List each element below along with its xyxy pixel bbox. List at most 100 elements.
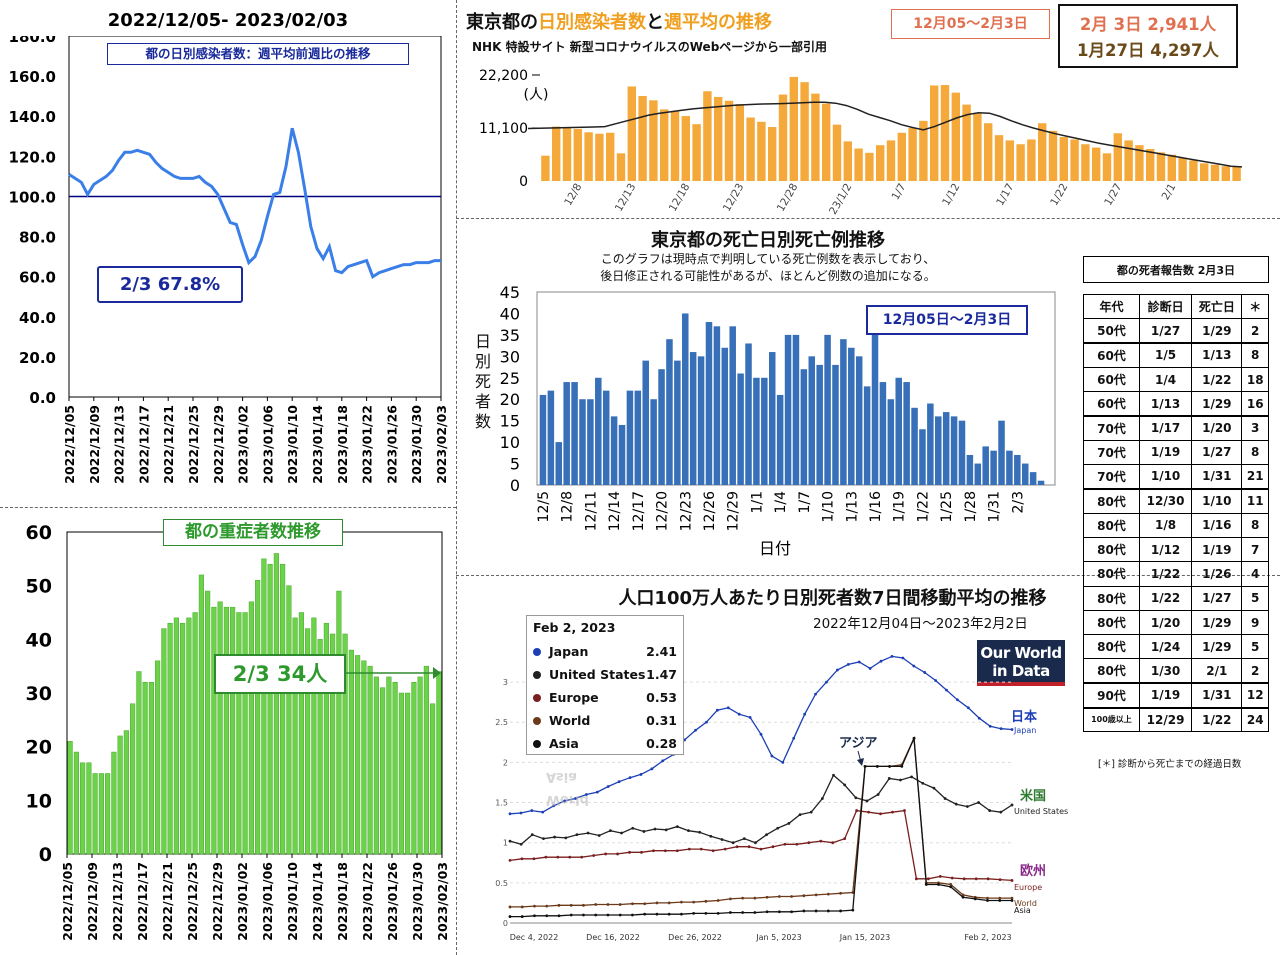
cases-bar: [1092, 147, 1101, 181]
severe-bar: [392, 682, 398, 855]
owid-point: [704, 899, 708, 903]
table-row: 100歳以上 12/29 1/22 24: [1083, 706, 1269, 733]
table-cell: 1/16: [1191, 512, 1243, 538]
owid-point: [680, 900, 683, 904]
deaths-ytick: 5: [510, 455, 520, 474]
owid-range: 2022年12月04日〜2023年2月2日: [813, 616, 1028, 632]
ratio-ytick: 100.0: [9, 188, 56, 206]
cases-xtick: 23/1/2: [827, 182, 854, 217]
deaths-bar: [555, 442, 563, 485]
severe-bar: [130, 703, 136, 855]
table-cell: 2/1: [1191, 658, 1243, 684]
cases-xtick: 12/13: [613, 182, 639, 214]
owid-point: [606, 785, 610, 788]
severe-bar: [142, 682, 148, 855]
deaths-bar: [650, 399, 657, 485]
deaths-bar: [942, 412, 950, 485]
owid-legend-name: World: [549, 713, 591, 728]
table-cell: 1/17: [1138, 414, 1193, 441]
owid-point: [790, 895, 794, 898]
severe-xtick: 2022/12/05: [60, 862, 75, 941]
severe-bar: [167, 622, 173, 855]
deaths-bar: [919, 429, 926, 485]
owid-point: [826, 892, 830, 896]
deaths-ytick: 30: [500, 347, 520, 366]
ratio-xtick: 2023/01/30: [409, 405, 424, 484]
cases-title-d: 週平均: [664, 12, 718, 33]
owid-point: [542, 837, 545, 841]
owid-point: [530, 833, 534, 837]
deaths-table-title: 都の死者報告数 2月3日: [1083, 256, 1269, 283]
owid-point: [868, 667, 872, 670]
owid-point: [914, 877, 918, 881]
owid-point: [857, 660, 861, 664]
severe-arrow-head: [433, 667, 441, 679]
deaths-note: このグラフは現時点で判明している死亡例数を表示しており、 後日修正される可能性があ…: [456, 251, 1080, 285]
cases-bar: [1221, 166, 1230, 181]
cases-bar: [940, 85, 950, 181]
cases-bar: [1070, 139, 1079, 181]
cases-bar: [1200, 163, 1209, 181]
owid-point: [831, 841, 835, 845]
severe-xtick: 2023/01/06: [260, 862, 275, 941]
table-cell: 3: [1241, 414, 1269, 441]
severe-bar: [155, 660, 161, 855]
table-cell: 1/27: [1191, 439, 1243, 466]
owid-point: [519, 842, 523, 846]
deaths-bar: [642, 360, 649, 485]
table-row: 90代 1/19 1/31 12: [1083, 682, 1269, 709]
owid-point: [663, 849, 667, 853]
owid-point: [604, 852, 608, 856]
severe-bar: [292, 617, 298, 855]
cases-bar: [1146, 149, 1155, 181]
cases-bar: [1189, 160, 1198, 181]
deaths-xtick: 12/29: [726, 491, 742, 531]
severe-bar: [92, 773, 98, 855]
table-cell: 1/22: [1138, 585, 1193, 611]
cases-bar: [1178, 157, 1187, 181]
owid-point: [597, 834, 601, 837]
owid-point: [533, 914, 536, 918]
deaths-bar: [990, 450, 997, 485]
owid-point: [628, 776, 632, 780]
owid-point: [783, 842, 787, 846]
deaths-bar: [682, 313, 689, 485]
owid-point: [582, 903, 585, 907]
deaths-xtick: 1/4: [773, 491, 789, 514]
owid-line-europe: [509, 809, 1013, 882]
owid-point: [790, 910, 794, 914]
th-days: ＊: [1241, 293, 1269, 320]
deaths-bar: [753, 377, 760, 485]
deaths-bar: [547, 390, 555, 485]
owid-point: [748, 716, 752, 719]
cases-bar: [778, 94, 788, 181]
table-cell: 18: [1241, 366, 1269, 393]
owid-point: [900, 765, 904, 768]
deaths-xtick: 1/19: [892, 491, 908, 522]
table-cell: 5: [1241, 585, 1269, 611]
table-cell: 100歳以上: [1083, 706, 1140, 733]
table-cell: 80代: [1083, 634, 1140, 660]
deaths-xtick: 1/10: [821, 491, 837, 522]
cases-bar: [1156, 152, 1166, 181]
owid-xtick: Dec 16, 2022: [586, 933, 640, 942]
owid-point: [998, 899, 1002, 902]
owid-line-world: [510, 735, 1012, 908]
owid-point: [854, 796, 858, 800]
table-row: 70代 1/19 1/27 8: [1083, 439, 1269, 466]
deaths-bar: [666, 339, 673, 485]
owid-point: [753, 896, 757, 900]
divider-right-2: [456, 575, 1280, 576]
ratio-ytick: 40.0: [19, 309, 56, 327]
ratio-xtick: 2022/12/25: [186, 405, 201, 484]
table-row: 50代 1/27 1/29 2: [1083, 318, 1269, 344]
deaths-bar: [824, 334, 831, 485]
owid-point: [705, 720, 708, 724]
deaths-xtick: 1/25: [939, 491, 955, 522]
owid-point: [839, 909, 842, 913]
cases-bar: [649, 100, 658, 181]
table-cell: 1/19: [1138, 682, 1193, 709]
table-cell: 80代: [1083, 536, 1140, 563]
owid-point: [863, 765, 867, 768]
owid-point: [912, 664, 916, 668]
